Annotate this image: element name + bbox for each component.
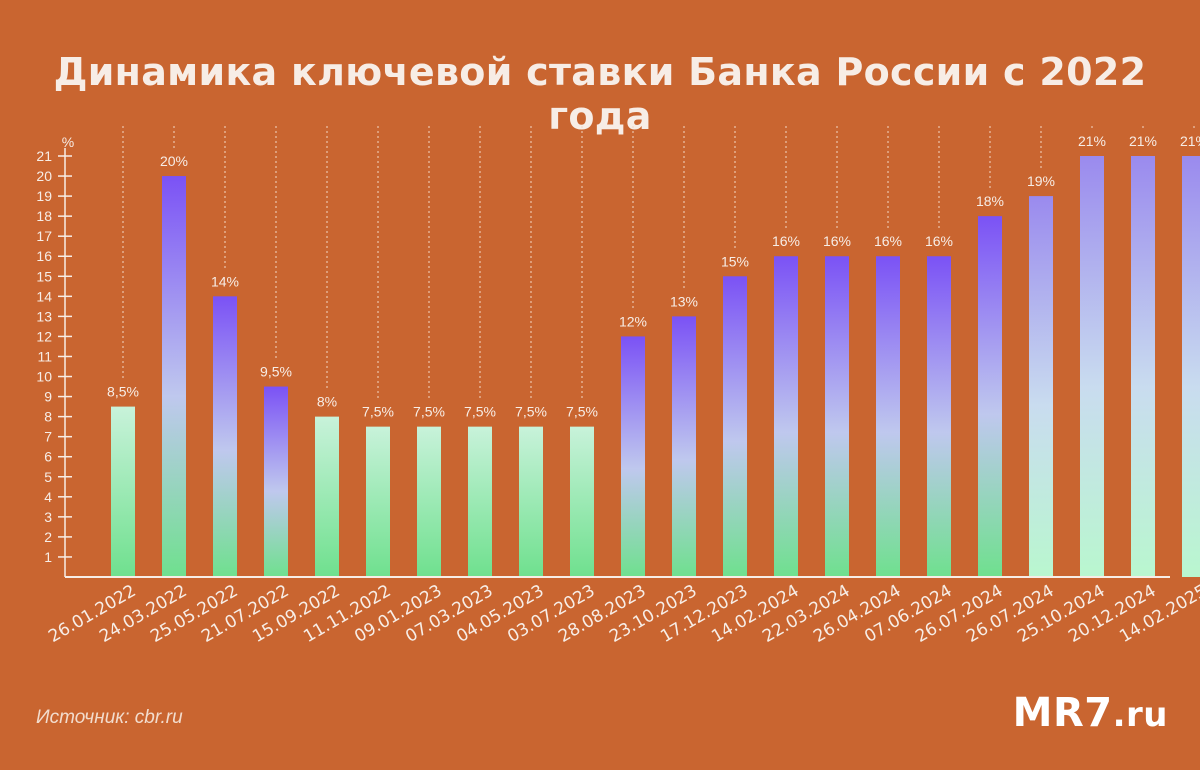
value-label: 16% (925, 233, 953, 249)
y-tick-label: 5 (44, 469, 52, 485)
brand-domain: .ru (1112, 695, 1168, 735)
y-tick-label: 12 (36, 328, 52, 344)
bar (1080, 156, 1104, 577)
brand-logo: MR7.ru (1013, 690, 1168, 736)
brand-name: MR7 (1012, 690, 1113, 736)
value-label: 7,5% (515, 404, 547, 420)
bar (825, 256, 849, 577)
value-label: 14% (211, 273, 239, 289)
bar (468, 426, 492, 577)
y-tick-label: 13 (36, 308, 52, 324)
bar (519, 426, 543, 577)
y-tick-label: 20 (36, 168, 52, 184)
y-axis-unit: % (62, 134, 74, 150)
chart-title: Динамика ключевой ставки Банка России с … (53, 50, 1147, 138)
bar (213, 296, 237, 577)
y-tick-label: 4 (44, 489, 52, 505)
y-tick-label: 8 (44, 409, 52, 425)
value-label: 7,5% (362, 404, 394, 420)
y-tick-label: 9 (44, 389, 52, 405)
y-tick-label: 10 (36, 369, 52, 385)
bar (621, 336, 645, 577)
value-label: 20% (160, 153, 188, 169)
y-tick-label: 14 (36, 288, 52, 304)
value-label: 7,5% (566, 404, 598, 420)
value-label: 7,5% (464, 404, 496, 420)
bar (723, 276, 747, 577)
value-label: 16% (874, 233, 902, 249)
y-tick-label: 3 (44, 509, 52, 525)
grid-lines (122, 126, 1195, 401)
bar (774, 256, 798, 577)
bar (978, 216, 1002, 577)
bar (111, 406, 135, 577)
value-label: 13% (670, 293, 698, 309)
y-tick-label: 11 (37, 348, 52, 364)
y-tick-label: 18 (36, 208, 52, 224)
bar (264, 386, 288, 577)
y-tick-label: 21 (36, 148, 52, 164)
y-tick-label: 7 (44, 429, 52, 445)
value-label: 15% (721, 253, 749, 269)
value-label: 16% (823, 233, 851, 249)
value-label: 16% (772, 233, 800, 249)
bar (927, 256, 951, 577)
value-label: 7,5% (413, 404, 445, 420)
value-label: 9,5% (260, 364, 292, 380)
bar (876, 256, 900, 577)
bars (111, 156, 1200, 578)
bar (417, 426, 441, 577)
value-label: 19% (1027, 173, 1055, 189)
bar (672, 316, 696, 577)
value-label: 12% (619, 313, 647, 329)
y-tick-label: 15 (36, 268, 52, 284)
y-tick-label: 6 (44, 449, 52, 465)
bar (162, 176, 186, 578)
bar (1182, 156, 1200, 577)
value-label: 18% (976, 193, 1004, 209)
y-tick-label: 16 (36, 248, 52, 264)
bar (315, 416, 339, 577)
y-tick-label: 19 (36, 188, 52, 204)
value-label: 8% (317, 394, 337, 410)
value-label: 21% (1180, 133, 1200, 149)
bar (1029, 196, 1053, 577)
y-tick-label: 1 (44, 549, 52, 565)
value-label: 8,5% (107, 384, 139, 400)
bar (570, 426, 594, 577)
source-note: Источник: cbr.ru (36, 707, 183, 728)
bar (366, 426, 390, 577)
y-tick-label: 17 (36, 228, 52, 244)
bar (1131, 156, 1155, 577)
value-label: 21% (1078, 133, 1106, 149)
value-label: 21% (1129, 133, 1157, 149)
y-tick-label: 2 (44, 529, 52, 545)
